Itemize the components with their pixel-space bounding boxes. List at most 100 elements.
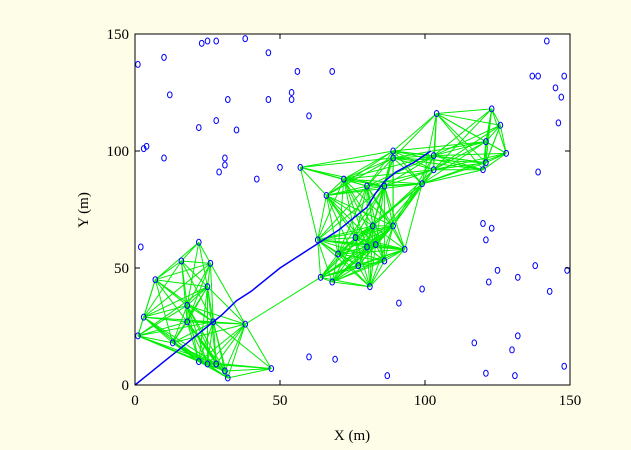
link [326,150,394,196]
node [494,266,501,274]
link [393,141,486,159]
node [184,301,190,309]
link [187,304,246,325]
node [204,283,211,291]
link [155,279,208,288]
node [225,96,231,104]
link [433,108,493,157]
node [555,119,562,127]
node [483,236,489,244]
node [515,273,521,281]
link [433,155,486,164]
node [213,360,219,368]
link [433,141,487,157]
node [433,110,440,118]
link [392,157,423,185]
link [421,152,507,185]
node [546,287,553,295]
node [370,222,376,230]
link [482,152,507,171]
link [143,316,214,323]
y-tick-label: 50 [114,261,129,277]
link [207,263,211,287]
link [320,276,370,288]
link [392,183,423,227]
link [143,304,188,318]
node [430,152,437,160]
node [471,339,478,347]
link [393,141,486,152]
link [366,246,405,250]
node [509,346,515,354]
link [343,178,374,227]
node [355,262,362,270]
node [140,313,147,321]
node [135,60,141,68]
node [341,175,347,183]
link [433,141,487,171]
link [357,265,371,287]
node [140,145,147,153]
link [343,178,356,238]
link [372,185,385,227]
link [482,141,487,170]
node [294,67,301,75]
node [483,369,489,377]
node [253,175,260,183]
link [212,321,272,370]
node [222,161,228,169]
link [227,368,272,379]
link [384,155,434,187]
node [196,238,202,246]
link [343,169,434,180]
node [535,168,541,176]
link [357,225,374,266]
link [326,157,394,196]
node [364,243,370,251]
link [186,286,208,323]
node [390,154,396,162]
link [366,225,374,248]
link [369,248,406,288]
link [384,248,405,262]
node [503,149,510,157]
link [198,242,211,264]
link [355,237,405,250]
node [204,360,211,368]
link [354,237,359,266]
link [337,253,371,288]
link [213,321,246,325]
node [184,318,190,326]
node [213,117,219,125]
node [314,236,321,244]
link [383,185,406,250]
link [299,167,327,196]
node [306,112,312,120]
link [227,324,246,379]
node [396,299,402,307]
link [317,185,385,241]
link [317,239,405,250]
link [137,321,188,337]
link [369,260,385,287]
link [366,157,394,187]
node [242,320,248,328]
link [181,260,208,288]
node [196,358,202,366]
link [154,241,200,281]
node [390,222,396,230]
link [209,263,246,325]
link [207,363,226,372]
node [335,250,341,258]
node [561,362,568,370]
node [561,72,568,80]
link [300,150,394,168]
link [354,237,371,287]
link [224,370,229,379]
link [392,150,423,185]
link [499,125,507,154]
x-axis-label: X (m) [334,428,370,444]
link [393,155,434,159]
link [198,242,208,287]
